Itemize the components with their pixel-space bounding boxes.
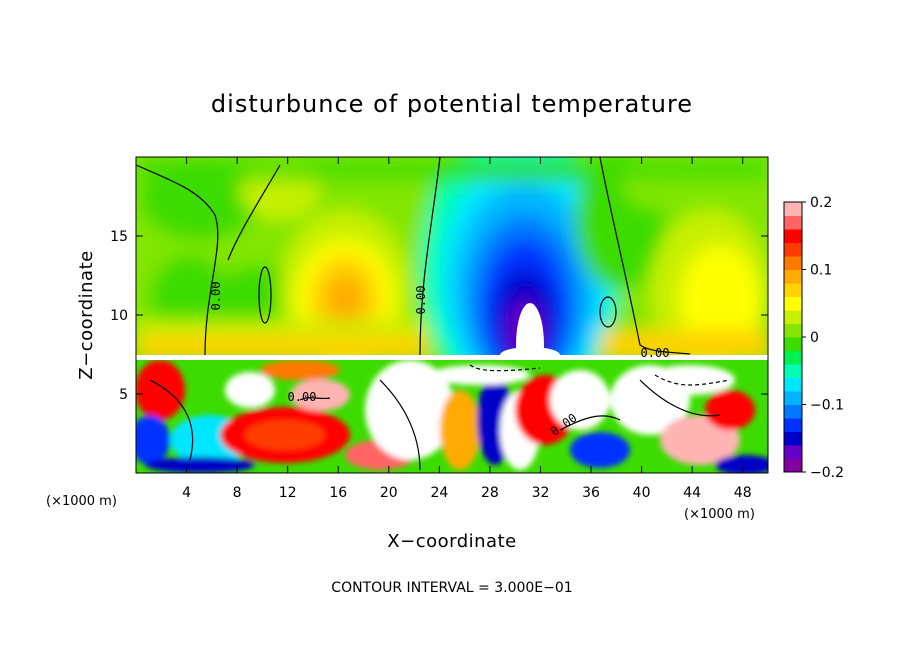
y-tick-label: 15	[110, 229, 128, 245]
field-band	[136, 157, 768, 182]
contour-interval-note: CONTOUR INTERVAL = 3.000E−01	[331, 580, 572, 596]
field-blob	[260, 360, 340, 380]
contour-line	[559, 415, 621, 431]
field-blob	[145, 457, 255, 473]
colorbar-swatch	[784, 431, 802, 446]
colorbar-swatch	[784, 215, 802, 230]
interface-band	[136, 355, 768, 360]
field-blob	[680, 245, 760, 355]
colorbar-swatch	[784, 445, 802, 459]
colorbar-swatch	[784, 418, 802, 432]
contour-label: 0.00	[288, 390, 317, 404]
x-tick-label: 20	[380, 485, 398, 501]
colorbar-swatch	[784, 337, 802, 351]
field-blob	[715, 455, 768, 473]
field-blob	[225, 372, 275, 408]
colorbar-swatch	[784, 269, 802, 284]
field-blob	[245, 420, 325, 450]
lower-field	[136, 355, 768, 473]
x-tick-label: 48	[734, 485, 752, 501]
x-tick-label: 44	[683, 485, 701, 501]
colorbar-swatch	[784, 256, 802, 270]
contour-line	[149, 379, 194, 461]
colorbar-swatch	[784, 242, 802, 257]
colorbar-tick-label: −0.1	[810, 398, 844, 414]
contour-line	[419, 157, 441, 356]
x-tick-label: 4	[182, 485, 191, 501]
colorbar-swatch	[784, 404, 802, 419]
colorbar-tick-label: 0	[810, 330, 819, 346]
y-tick-label: 5	[119, 387, 128, 403]
contour-line	[599, 157, 691, 355]
field-blob	[440, 390, 480, 470]
colorbar-swatch	[784, 323, 802, 338]
plot-area: 0.00 0.00 0.00 0.00 0.00	[136, 157, 768, 473]
colorbar-swatch	[784, 310, 802, 324]
y-axis-ticks: 5 10 15	[110, 229, 768, 403]
contour-line	[654, 374, 731, 386]
colorbar-swatch	[784, 458, 802, 473]
field-blob	[136, 360, 185, 420]
x-unit-label: (×1000 m)	[684, 507, 755, 522]
x-axis-label: X−coordinate	[387, 531, 516, 552]
chart-title: disturbunce of potential temperature	[211, 90, 693, 118]
field-blob	[327, 275, 363, 325]
field-blob	[570, 432, 630, 468]
x-tick-label: 28	[481, 485, 499, 501]
x-tick-label: 24	[430, 485, 448, 501]
contour-label: 0.00	[209, 282, 223, 311]
y-tick-label: 10	[110, 308, 128, 324]
colorbar-swatch	[784, 350, 802, 365]
contour-line	[639, 379, 721, 417]
field-blob	[430, 365, 530, 385]
contour-label: 0.00	[414, 286, 428, 315]
x-tick-label: 40	[633, 485, 651, 501]
z-unit-label: (×1000 m)	[46, 494, 117, 509]
contour-lines	[136, 157, 731, 471]
colorbar-tick-label: −0.2	[810, 465, 844, 481]
field-blob	[550, 370, 610, 430]
x-tick-label: 12	[279, 485, 297, 501]
colorbar	[783, 201, 803, 473]
colorbar-swatch	[784, 229, 802, 243]
colorbar-tick-label: 0.2	[810, 195, 832, 211]
contour-line	[599, 296, 617, 328]
colorbar-swatch	[784, 391, 802, 405]
x-tick-label: 32	[532, 485, 550, 501]
x-axis-ticks: 4 8 12 16 20 24 28 32 36 40 44 48	[182, 157, 752, 501]
x-tick-label: 36	[582, 485, 600, 501]
contour-line	[227, 164, 281, 261]
field-blob	[136, 415, 170, 465]
contour-line	[136, 164, 219, 356]
contour-line	[379, 379, 421, 471]
x-tick-label: 16	[329, 485, 347, 501]
contour-line	[469, 364, 541, 372]
colorbar-tick-label: 0.1	[810, 263, 832, 279]
colorbar-swatch	[784, 377, 802, 392]
field-blob	[705, 390, 755, 430]
field-blob	[645, 365, 735, 395]
colorbar-swatch	[784, 364, 802, 378]
y-axis-label: Z−coordinate	[76, 250, 97, 379]
upper-field	[136, 157, 768, 410]
x-tick-label: 8	[233, 485, 242, 501]
field-blob	[365, 360, 455, 460]
colorbar-swatch	[784, 202, 802, 216]
contour-line	[258, 266, 272, 324]
contour-label: 0.00	[641, 346, 670, 360]
contour-line	[299, 397, 331, 401]
colorbar-ticks: 0.2 0.1 0 −0.1 −0.2	[802, 195, 844, 481]
colorbar-swatch	[784, 296, 802, 311]
field-blob	[290, 379, 350, 411]
colorbar-swatch	[784, 283, 802, 297]
